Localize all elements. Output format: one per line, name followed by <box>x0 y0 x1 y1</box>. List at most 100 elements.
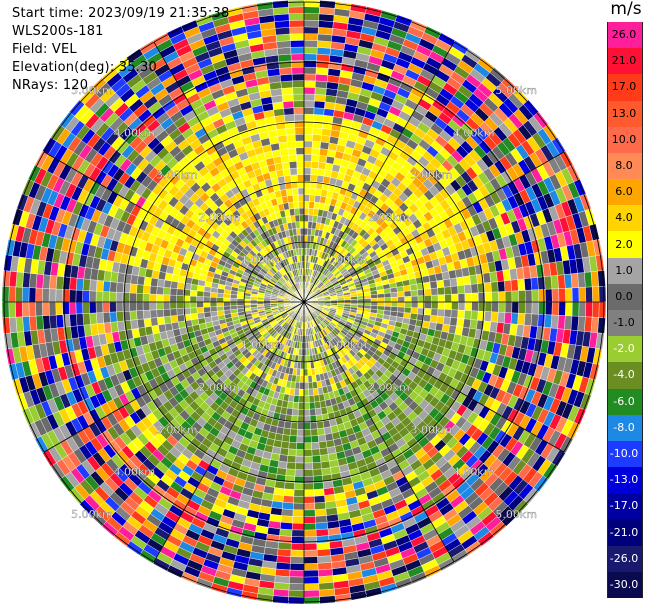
velocity-gate <box>384 301 392 307</box>
velocity-gate <box>578 301 587 317</box>
velocity-gate <box>457 301 466 311</box>
velocity-gate <box>1 301 10 318</box>
velocity-gate <box>303 60 317 68</box>
velocity-gate <box>558 288 566 303</box>
velocity-gate <box>308 381 314 390</box>
velocity-gate <box>150 277 159 287</box>
velocity-gate <box>317 555 332 564</box>
velocity-gate <box>295 455 305 464</box>
ppi-radar-plot: 1.00km2.00km3.00km4.00km5.00km1.00km2.00… <box>1 0 607 605</box>
velocity-gate <box>95 290 104 303</box>
velocity-gate <box>196 290 205 297</box>
velocity-gate <box>311 441 320 450</box>
velocity-gate <box>317 40 332 49</box>
velocity-gate <box>390 291 399 298</box>
velocity-gate <box>303 140 313 149</box>
velocity-gate <box>283 488 295 497</box>
velocity-gate <box>309 187 317 196</box>
velocity-gate <box>308 201 315 209</box>
velocity-gate <box>156 278 165 288</box>
velocity-gate <box>436 279 445 289</box>
velocity-gate <box>429 315 438 324</box>
velocity-gate <box>209 306 218 313</box>
velocity-gate <box>306 361 312 370</box>
velocity-gate <box>196 301 204 308</box>
velocity-gate <box>292 502 305 511</box>
velocity-gate <box>524 289 533 303</box>
velocity-gate <box>82 313 91 326</box>
velocity-gate <box>290 549 305 558</box>
velocity-gate <box>450 285 459 295</box>
velocity-gate <box>544 275 553 290</box>
velocity-gate <box>436 315 445 325</box>
velocity-gate <box>109 291 117 303</box>
velocity-gate <box>564 315 573 331</box>
velocity-gate <box>317 434 327 443</box>
velocity-gate <box>303 563 319 571</box>
velocity-gate <box>565 301 573 317</box>
velocity-gate <box>315 80 328 89</box>
velocity-gate <box>280 515 293 524</box>
velocity-gate <box>303 147 313 155</box>
velocity-gate <box>292 509 305 517</box>
velocity-gate <box>411 295 419 303</box>
velocity-gate <box>296 435 305 444</box>
velocity-gate <box>293 489 305 497</box>
velocity-gate <box>303 496 315 504</box>
velocity-gate <box>89 301 97 314</box>
velocity-gate <box>303 187 311 195</box>
velocity-gate <box>28 287 37 303</box>
velocity-gate <box>163 315 172 325</box>
velocity-gate <box>280 441 290 450</box>
velocity-gate <box>82 301 90 314</box>
velocity-gate <box>309 194 316 203</box>
velocity-gate <box>129 310 138 321</box>
velocity-gate <box>89 312 98 325</box>
velocity-gate <box>396 286 405 293</box>
velocity-gate <box>109 281 118 293</box>
velocity-gate <box>303 80 316 88</box>
velocity-gate <box>316 542 331 551</box>
velocity-gate <box>115 291 124 303</box>
velocity-gate <box>279 522 293 531</box>
velocity-gate <box>285 468 296 477</box>
velocity-gate <box>524 313 533 327</box>
velocity-gate <box>203 311 212 318</box>
velocity-gate <box>317 27 333 36</box>
velocity-gate <box>309 408 317 417</box>
velocity-gate <box>293 395 300 403</box>
velocity-gate <box>490 281 499 293</box>
velocity-gate <box>236 304 245 310</box>
velocity-gate <box>303 234 308 242</box>
velocity-gate <box>303 6 320 14</box>
velocity-gate <box>303 154 312 162</box>
velocity-gate <box>82 278 91 291</box>
velocity-gate <box>303 489 315 497</box>
velocity-gate <box>363 294 372 300</box>
velocity-gate <box>314 502 326 510</box>
velocity-gate <box>484 282 492 293</box>
velocity-gate <box>282 495 294 504</box>
velocity-gate <box>318 575 334 584</box>
velocity-gate <box>598 286 607 303</box>
velocity-gate <box>62 301 70 315</box>
velocity-gate <box>571 301 580 317</box>
velocity-gate <box>303 127 314 135</box>
velocity-gate <box>189 295 197 303</box>
velocity-gate <box>55 275 64 290</box>
velocity-gate <box>303 241 308 249</box>
velocity-gate <box>312 468 323 477</box>
velocity-gate <box>303 522 317 531</box>
velocity-gate <box>294 469 305 477</box>
velocity-gate <box>551 301 560 316</box>
velocity-gate <box>303 543 318 551</box>
velocity-gate <box>289 435 298 443</box>
velocity-gate <box>303 422 311 430</box>
velocity-gate <box>313 488 325 497</box>
velocity-gate <box>484 301 493 313</box>
velocity-gate <box>470 310 479 321</box>
velocity-gate <box>377 293 385 299</box>
velocity-gate <box>437 308 445 317</box>
velocity-gate <box>243 301 251 306</box>
velocity-gate <box>296 429 305 437</box>
